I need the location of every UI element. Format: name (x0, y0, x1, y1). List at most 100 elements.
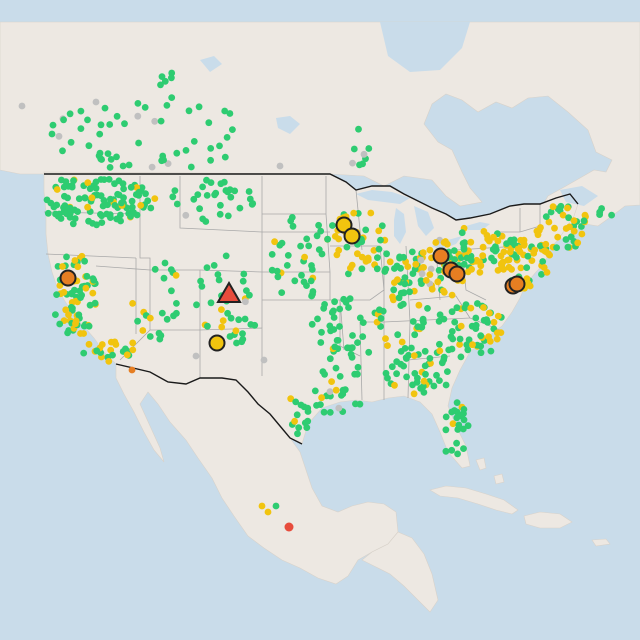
station-marker (458, 229, 466, 237)
station-marker (442, 413, 450, 421)
station-marker (517, 264, 525, 272)
highlighted-markers[interactable] (59, 216, 526, 352)
station-marker (84, 203, 91, 211)
station-marker (317, 227, 325, 235)
station-marker (197, 277, 205, 285)
station-marker (448, 328, 456, 335)
highlighted-station-marker[interactable] (508, 275, 526, 293)
station-marker (240, 270, 248, 278)
station-marker (332, 364, 340, 372)
station-marker (419, 382, 427, 390)
station-marker (146, 314, 154, 322)
station-marker (455, 421, 463, 429)
highlighted-station-marker[interactable] (216, 281, 242, 303)
national-borders (44, 173, 579, 445)
station-marker (498, 264, 505, 272)
station-marker (59, 263, 66, 270)
station-marker (264, 508, 272, 516)
station-marker (457, 322, 465, 330)
station-marker (451, 407, 458, 414)
station-marker (494, 237, 502, 245)
station-marker (81, 257, 88, 265)
station-marker (430, 382, 438, 390)
station-marker (483, 232, 491, 239)
station-marker (355, 125, 362, 133)
station-marker (227, 193, 235, 201)
station-marker (55, 132, 63, 140)
highlighted-station-marker[interactable] (448, 265, 466, 283)
station-marker (570, 217, 578, 225)
station-marker (477, 332, 485, 340)
station-marker (349, 332, 356, 339)
station-marker (291, 277, 299, 285)
highlighted-station-marker[interactable] (343, 227, 361, 245)
station-marker (456, 335, 464, 343)
station-marker (319, 368, 327, 375)
highlighted-station-marker[interactable] (432, 247, 450, 265)
station-marker (336, 373, 344, 380)
station-marker (65, 311, 72, 319)
station-marker (60, 183, 68, 191)
station-marker (172, 272, 180, 279)
station-marker (418, 280, 425, 287)
station-marker (258, 502, 266, 510)
station-marker (500, 248, 508, 256)
station-marker (391, 381, 398, 389)
station-marker (468, 265, 475, 273)
station-marker (331, 343, 339, 351)
station-marker (477, 262, 485, 270)
station-marker (72, 317, 80, 325)
station-marker (464, 346, 472, 354)
station-marker (93, 347, 101, 355)
station-marker (543, 269, 551, 276)
station-marker (422, 370, 429, 378)
station-marker (448, 446, 456, 454)
station-marker (418, 323, 426, 331)
station-marker (118, 199, 125, 207)
station-marker (311, 387, 319, 395)
station-marker (222, 187, 230, 194)
station-marker (232, 327, 240, 335)
station-marker (419, 249, 427, 257)
station-marker (419, 317, 427, 324)
station-marker (113, 153, 120, 161)
station-marker (135, 139, 143, 147)
station-marker (564, 204, 571, 212)
station-marker (295, 424, 303, 431)
station-marker (56, 320, 64, 328)
station-marker (352, 400, 359, 408)
lake-superior (356, 190, 410, 204)
station-marker (187, 163, 195, 171)
station-marker (233, 339, 240, 347)
station-marker (321, 301, 328, 308)
station-marker (308, 266, 316, 273)
station-marker (465, 336, 473, 344)
station-marker (207, 156, 215, 164)
highlighted-station-marker[interactable] (59, 269, 77, 287)
station-marker (442, 447, 450, 455)
canadian-lake-1 (276, 116, 300, 134)
station-marker (472, 325, 480, 332)
station-marker (456, 341, 463, 348)
station-marker (157, 332, 165, 339)
station-marker (215, 276, 223, 284)
station-marker (608, 211, 615, 219)
station-marker (461, 304, 469, 312)
station-marker (410, 390, 418, 398)
station-marker (565, 214, 572, 222)
station-marker (424, 305, 431, 312)
station-marker (365, 348, 373, 356)
station-marker (426, 246, 434, 254)
station-marker (438, 359, 446, 367)
station-marker (115, 215, 122, 223)
highlighted-station-marker[interactable] (208, 334, 226, 352)
station-marker (520, 236, 528, 244)
station-marker (185, 107, 193, 115)
station-marker (56, 282, 64, 289)
station-marker (71, 215, 79, 222)
station-marker (360, 150, 368, 158)
station-marker (245, 188, 253, 195)
station-marker (463, 254, 471, 262)
station-marker (406, 288, 413, 296)
